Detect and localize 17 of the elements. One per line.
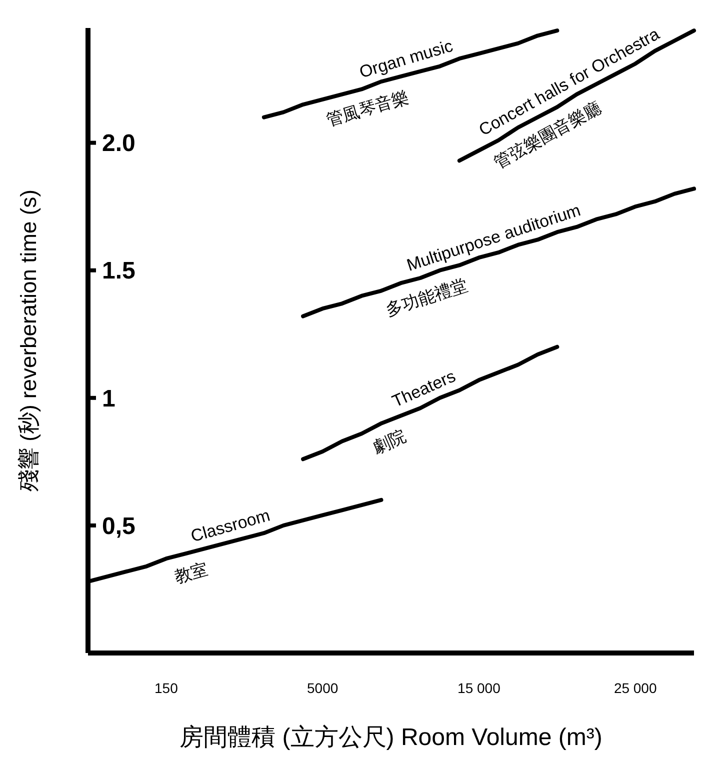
y-tick-label: 2.0 [102, 130, 136, 158]
x-tick-label: 25 000 [614, 680, 657, 696]
line-series [301, 186, 696, 318]
y-tick-label: 0,5 [102, 512, 136, 540]
annotation: 劇院 [370, 426, 409, 458]
x-tick-label: 5000 [307, 680, 338, 696]
line-series [301, 344, 560, 462]
y-tick-label: 1 [102, 385, 116, 412]
annotation: 多功能禮堂 [383, 275, 470, 320]
y-axis-title: 殘響 (秒) reverberation time (s) [16, 190, 41, 492]
x-tick-label: 15 000 [458, 680, 501, 696]
annotation: 教室 [172, 560, 210, 587]
y-tick-label: 1.5 [102, 258, 136, 285]
text: Organ music [357, 36, 456, 82]
x-axis-title: 房間體積 (立方公尺) Room Volume (m³) [180, 724, 602, 751]
annotation: 管風琴音樂 [324, 88, 411, 130]
x-tick-label: 150 [154, 680, 178, 696]
